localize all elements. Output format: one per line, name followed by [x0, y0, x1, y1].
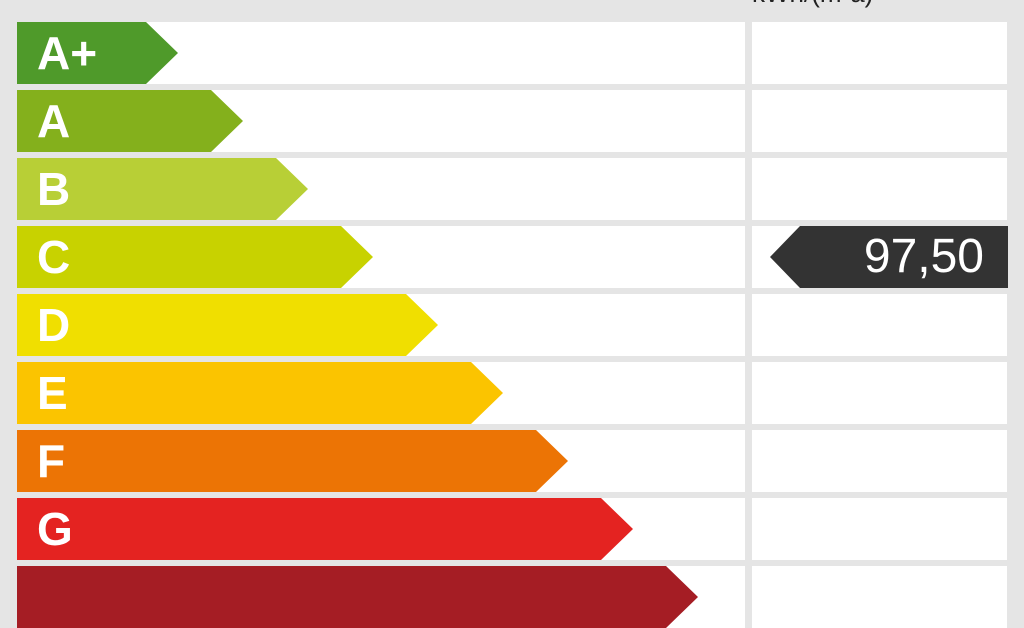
class-bar: B — [17, 158, 308, 220]
class-bar: G — [17, 498, 633, 560]
value-cell — [752, 566, 1007, 628]
class-label: A+ — [37, 27, 98, 79]
value-cell — [752, 430, 1007, 492]
value-cell — [752, 362, 1007, 424]
class-bar: E — [17, 362, 503, 424]
class-bar: F — [17, 430, 568, 492]
unit-header: kWh/(m²a) — [752, 0, 873, 9]
class-bar: A+ — [17, 22, 178, 84]
class-label: G — [37, 503, 73, 555]
class-label: C — [37, 231, 71, 283]
class-label: A — [37, 95, 71, 147]
class-bar — [17, 566, 698, 628]
class-bar: D — [17, 294, 438, 356]
class-label: D — [37, 299, 71, 351]
class-bar: A — [17, 90, 243, 152]
class-label: E — [37, 367, 68, 419]
value-cell — [752, 158, 1007, 220]
value-cell — [752, 498, 1007, 560]
value-cell — [752, 22, 1007, 84]
class-bar: C — [17, 226, 373, 288]
value-cell — [752, 294, 1007, 356]
class-label: F — [37, 435, 66, 487]
value-cell — [752, 90, 1007, 152]
rating-arrow: 97,50 — [770, 226, 1008, 288]
rating-value: 97,50 — [863, 230, 984, 283]
class-label: B — [37, 163, 71, 215]
